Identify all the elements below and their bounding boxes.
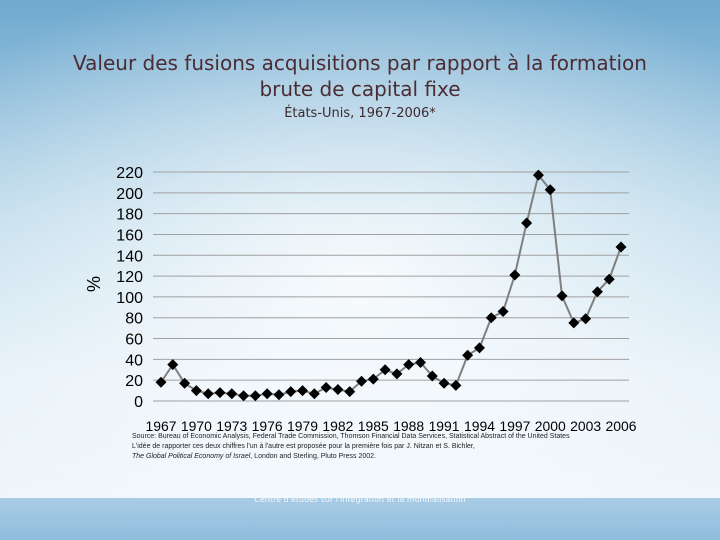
chart-subtitle: États-Unis, 1967-2006* — [284, 106, 436, 121]
data-point — [332, 384, 344, 396]
source-idea-line: L'idée de rapporter ces deux chiffres l'… — [132, 443, 475, 450]
data-point — [426, 370, 438, 382]
source-note: Source: Bureau of Economic Analysis, Fed… — [132, 432, 652, 462]
x-tick-label: 1985 — [358, 418, 389, 434]
data-point — [403, 359, 415, 371]
x-tick-label: 1979 — [287, 418, 318, 434]
data-point — [273, 389, 285, 401]
x-tick-label: 1970 — [181, 418, 212, 434]
footer-text: Centre d'études sur l'intégration et la … — [254, 495, 466, 504]
data-point — [497, 305, 509, 317]
data-point — [214, 387, 226, 399]
x-tick-label: 1967 — [146, 418, 177, 434]
y-tick-label: 200 — [116, 186, 143, 203]
data-point — [485, 312, 497, 324]
x-tick-label: 1988 — [393, 418, 424, 434]
x-tick-label: 1991 — [429, 418, 460, 434]
y-tick-label: 0 — [134, 394, 143, 411]
source-line: Source: Bureau of Economic Analysis, Fed… — [132, 433, 570, 440]
x-tick-label: 2000 — [535, 418, 566, 434]
y-tick-labels: 0 20 40 60 80 100 120 140 160 180 200 220 — [116, 165, 143, 411]
data-point — [308, 388, 320, 400]
y-tick-label: 180 — [116, 207, 143, 224]
y-tick-label: 160 — [116, 227, 143, 244]
data-point — [591, 286, 603, 298]
data-point — [249, 390, 261, 402]
data-point — [367, 373, 379, 385]
chart-title: Valeur des fusions acquisitions par rapp… — [73, 51, 647, 101]
data-point — [473, 342, 485, 354]
x-tick-label: 2006 — [606, 418, 637, 434]
y-tick-label: 20 — [125, 373, 143, 390]
data-point — [521, 217, 533, 229]
data-point — [391, 368, 403, 380]
source-publisher: , London and Sterling, Pluto Press 2002. — [250, 453, 376, 460]
x-tick-label: 1997 — [499, 418, 530, 434]
data-point — [261, 388, 273, 400]
data-point — [509, 269, 521, 281]
data-point — [167, 359, 179, 371]
data-point — [414, 356, 426, 368]
data-point — [556, 290, 568, 302]
data-point — [344, 386, 356, 398]
data-point — [155, 376, 167, 388]
y-tick-label: 40 — [125, 352, 143, 369]
data-point — [356, 375, 368, 387]
data-point — [532, 169, 544, 181]
x-tick-label: 1994 — [464, 418, 495, 434]
data-point — [238, 390, 250, 402]
data-point — [226, 388, 238, 400]
data-point — [580, 313, 592, 325]
data-point — [568, 317, 580, 329]
data-point — [285, 386, 297, 398]
data-point — [190, 385, 202, 397]
data-point — [603, 273, 615, 285]
y-tick-label: 120 — [116, 269, 143, 286]
y-tick-label: 80 — [125, 311, 143, 328]
data-point — [320, 381, 332, 393]
x-tick-label: 1973 — [216, 418, 247, 434]
data-point — [615, 241, 627, 253]
y-tick-label: 220 — [116, 165, 143, 182]
data-point — [544, 184, 556, 196]
data-point — [202, 388, 214, 400]
y-axis-label: % — [84, 276, 104, 292]
data-point — [379, 364, 391, 376]
x-tick-label: 2003 — [570, 418, 601, 434]
x-tick-labels: 1967 1970 1973 1976 1979 1982 1985 1988 1991 1994… — [146, 418, 637, 434]
footer-band — [0, 498, 720, 540]
gridlines — [153, 171, 629, 402]
x-tick-label: 1982 — [322, 418, 353, 434]
y-tick-label: 140 — [116, 248, 143, 265]
data-point — [297, 385, 309, 397]
y-tick-label: 60 — [125, 332, 143, 349]
y-tick-label: 100 — [116, 290, 143, 307]
series-line — [160, 172, 622, 397]
x-tick-label: 1976 — [252, 418, 283, 434]
data-points — [155, 169, 627, 402]
data-point — [438, 377, 450, 389]
data-point — [462, 349, 474, 361]
data-point — [450, 379, 462, 391]
data-point — [179, 377, 191, 389]
source-book-title: The Global Political Economy of Israel — [132, 453, 251, 460]
